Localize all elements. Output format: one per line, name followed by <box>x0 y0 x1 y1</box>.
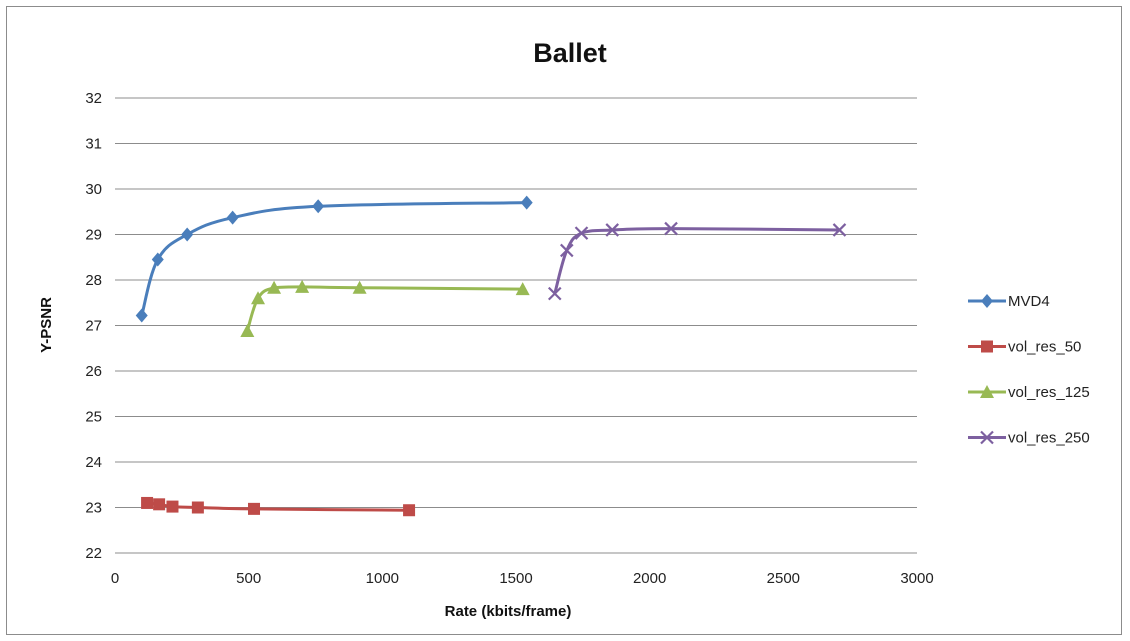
legend-label: vol_res_250 <box>1008 430 1090 447</box>
data-point <box>226 210 239 225</box>
legend-item-vol_res_50[interactable]: vol_res_50 <box>968 339 1081 356</box>
legend-marker <box>980 430 994 445</box>
series-line <box>553 227 840 295</box>
legend-marker <box>980 385 994 398</box>
x-tick-label: 3000 <box>900 570 933 587</box>
x-tick-labels: 0 500 1000 1500 2000 2500 3000 <box>111 570 934 587</box>
legend-item-vol_res_250[interactable]: vol_res_250 <box>968 430 1090 447</box>
y-tick-label: 22 <box>85 545 102 562</box>
data-point <box>267 280 282 294</box>
y-tick-label: 26 <box>85 363 102 380</box>
y-tick-label: 27 <box>85 318 102 335</box>
data-point <box>574 226 589 240</box>
data-point <box>515 282 530 296</box>
y-tick-label: 23 <box>85 500 102 517</box>
data-point <box>547 286 562 301</box>
chart-frame <box>6 6 1122 635</box>
series-vol_res_50 <box>141 496 416 517</box>
legend-item-MVD4[interactable]: MVD4 <box>968 293 1050 310</box>
data-point <box>240 323 255 337</box>
data-point <box>295 279 310 293</box>
y-tick-label: 31 <box>85 136 102 153</box>
y-tick-label: 30 <box>85 181 102 198</box>
legend[interactable]: MVD4 vol_res_50 vol_res_125 vol_res_250 <box>968 293 1090 447</box>
x-axis-label: Rate (kbits/frame) <box>445 603 572 620</box>
series-layer <box>135 195 847 517</box>
x-tick-label: 1500 <box>499 570 532 587</box>
data-point <box>153 498 166 511</box>
legend-marker <box>981 294 993 308</box>
y-tick-label: 25 <box>85 409 102 426</box>
legend-label: MVD4 <box>1008 293 1050 310</box>
data-point <box>403 504 416 517</box>
data-point <box>191 501 204 514</box>
gridlines <box>115 97 917 508</box>
data-point <box>248 502 261 515</box>
legend-label: vol_res_50 <box>1008 339 1081 356</box>
data-point <box>312 199 325 214</box>
series-vol_res_250 <box>547 221 847 301</box>
data-point <box>141 496 154 509</box>
data-point <box>166 500 179 513</box>
data-point <box>181 227 194 242</box>
series-line <box>245 285 523 332</box>
y-tick-label: 29 <box>85 227 102 244</box>
y-tick-label: 24 <box>85 454 102 471</box>
y-tick-label: 32 <box>85 90 102 107</box>
y-tick-labels: 22 23 24 25 26 27 28 29 30 31 32 <box>85 90 102 562</box>
y-tick-label: 28 <box>85 272 102 289</box>
x-tick-label: 500 <box>236 570 261 587</box>
x-tick-label: 0 <box>111 570 119 587</box>
data-point <box>251 291 266 305</box>
x-tick-label: 1000 <box>366 570 399 587</box>
data-point <box>664 221 678 236</box>
series-vol_res_125 <box>240 279 530 337</box>
legend-marker <box>981 340 993 353</box>
data-point <box>352 280 367 294</box>
chart-title: Ballet <box>533 38 607 68</box>
x-tick-label: 2500 <box>767 570 800 587</box>
series-line <box>140 201 527 316</box>
data-point <box>605 223 620 237</box>
series-MVD4 <box>135 195 533 323</box>
series-line <box>146 501 410 512</box>
legend-item-vol_res_125[interactable]: vol_res_125 <box>968 384 1090 401</box>
data-point <box>135 308 148 323</box>
data-point <box>560 243 574 258</box>
x-tick-label: 2000 <box>633 570 666 587</box>
data-point <box>832 223 847 237</box>
legend-label: vol_res_125 <box>1008 384 1090 401</box>
data-point <box>520 195 533 210</box>
y-axis-label: Y-PSNR <box>38 297 55 353</box>
data-point <box>151 252 164 267</box>
